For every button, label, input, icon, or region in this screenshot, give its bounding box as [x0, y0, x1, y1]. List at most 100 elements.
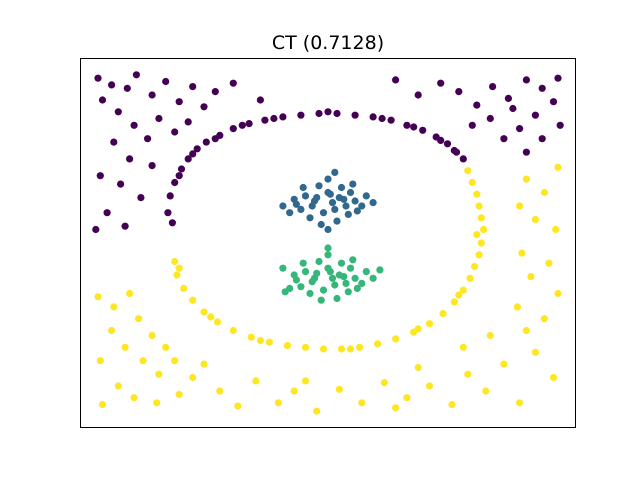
- scatter-point: [200, 103, 208, 111]
- scatter-point: [94, 74, 102, 82]
- scatter-point: [171, 257, 179, 266]
- scatter-point: [554, 289, 562, 298]
- scatter-point: [554, 74, 562, 82]
- scatter-point: [234, 402, 242, 410]
- scatter-point: [414, 91, 422, 99]
- scatter-point: [466, 274, 474, 282]
- scatter-point: [369, 274, 377, 282]
- scatter-point: [331, 205, 339, 213]
- scatter-point: [522, 175, 531, 183]
- scatter-point: [126, 155, 134, 163]
- scatter-point: [468, 121, 476, 129]
- scatter-point: [202, 138, 210, 146]
- scatter-point: [171, 128, 179, 136]
- scatter-point: [450, 146, 458, 155]
- scatter-point: [96, 357, 104, 365]
- scatter-point: [98, 96, 107, 104]
- scatter-point: [164, 209, 172, 217]
- scatter-point: [414, 325, 422, 333]
- scatter-point: [425, 320, 434, 328]
- scatter-point: [549, 373, 558, 382]
- scatter-point: [180, 284, 188, 292]
- scatter-point: [349, 256, 357, 264]
- scatter-point: [297, 205, 305, 213]
- scatter-point: [155, 370, 163, 378]
- scatter-point: [500, 360, 508, 368]
- scatter-point: [403, 394, 411, 402]
- scatter-point: [324, 175, 332, 183]
- scatter-point: [229, 125, 237, 133]
- scatter-point: [437, 136, 445, 144]
- scatter-point: [162, 343, 170, 351]
- scatter-point: [189, 296, 197, 304]
- scatter-point: [374, 340, 382, 348]
- scatter-point: [324, 225, 332, 234]
- scatter-point: [513, 303, 522, 311]
- scatter-point: [319, 209, 328, 217]
- scatter-point: [189, 373, 197, 382]
- scatter-point: [123, 84, 131, 92]
- scatter-point: [387, 116, 395, 124]
- scatter-point: [538, 84, 546, 92]
- scatter-point: [437, 79, 445, 87]
- scatter-point: [301, 192, 310, 200]
- scatter-point: [337, 183, 346, 192]
- scatter-point: [121, 222, 129, 230]
- scatter-point: [103, 209, 111, 217]
- scatter-point: [326, 190, 334, 198]
- scatter-point: [114, 108, 122, 116]
- scatter-point: [531, 348, 540, 356]
- scatter-point: [193, 145, 201, 153]
- scatter-point: [464, 167, 472, 175]
- scatter-point: [114, 382, 122, 390]
- scatter-point: [516, 125, 524, 133]
- scatter-point: [153, 399, 161, 407]
- scatter-point: [137, 194, 145, 202]
- scatter-point: [256, 336, 264, 345]
- scatter-point: [315, 257, 323, 266]
- scatter-point: [110, 138, 118, 146]
- scatter-point: [274, 399, 282, 407]
- scatter-point: [207, 313, 215, 321]
- scatter-point: [324, 108, 332, 116]
- scatter-point: [317, 296, 325, 304]
- scatter-point: [473, 190, 481, 198]
- scatter-point: [315, 109, 323, 118]
- scatter-point: [238, 121, 246, 129]
- scatter-point: [410, 123, 418, 131]
- scatter-point: [480, 225, 488, 234]
- scatter-point: [486, 331, 494, 340]
- scatter-point: [351, 111, 359, 119]
- scatter-point: [297, 111, 305, 119]
- scatter-point: [344, 288, 352, 296]
- scatter-point: [392, 76, 400, 84]
- scatter-point: [117, 180, 125, 188]
- scatter-point: [286, 209, 294, 217]
- scatter-point: [335, 385, 343, 393]
- scatter-point: [155, 114, 163, 123]
- scatter-point: [292, 276, 300, 284]
- scatter-point: [229, 326, 237, 335]
- scatter-point: [139, 357, 147, 365]
- scatter-point: [340, 195, 348, 203]
- scatter-point: [477, 214, 485, 222]
- scatter-point: [299, 183, 307, 192]
- scatter-point: [200, 308, 208, 316]
- chart-title: CT (0.7128): [272, 32, 384, 54]
- scatter-point: [362, 268, 370, 276]
- scatter-point: [439, 310, 447, 318]
- scatter-point: [358, 399, 366, 407]
- scatter-point: [378, 114, 386, 123]
- scatter-point: [301, 343, 310, 351]
- scatter-point: [346, 188, 355, 197]
- scatter-point: [522, 76, 531, 84]
- scatter-point: [313, 407, 321, 415]
- scatter-point: [171, 357, 179, 365]
- scatter-point: [265, 338, 273, 346]
- scatter-point: [516, 399, 524, 407]
- scatter-point: [177, 165, 186, 173]
- scatter-point: [468, 178, 476, 187]
- scatter-point: [213, 318, 222, 326]
- scatter-point: [270, 114, 278, 123]
- scatter-point: [340, 273, 348, 281]
